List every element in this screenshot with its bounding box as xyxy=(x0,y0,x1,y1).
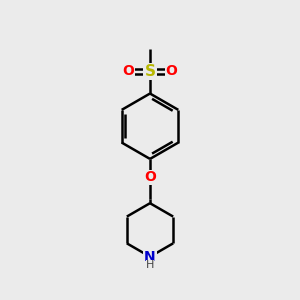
Text: N: N xyxy=(144,250,156,264)
Text: O: O xyxy=(144,170,156,184)
Text: O: O xyxy=(123,64,134,78)
Text: H: H xyxy=(146,260,154,270)
Text: S: S xyxy=(145,64,155,79)
Text: O: O xyxy=(166,64,177,78)
